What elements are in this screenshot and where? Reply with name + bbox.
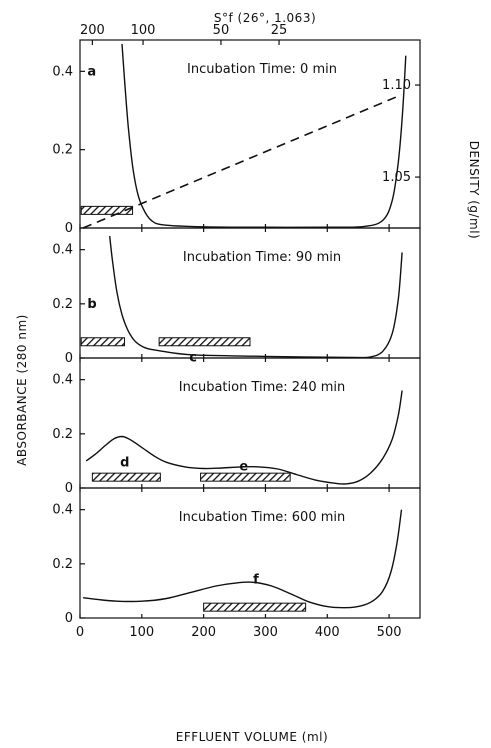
- x-tick-label: 100: [129, 625, 154, 640]
- y-tick-label: 0.2: [52, 557, 73, 572]
- peak-label: a: [87, 64, 96, 79]
- panel-1: 0 0.2 0.4 Incubation Time: 0 min a: [52, 39, 421, 236]
- peak-label: d: [120, 455, 129, 470]
- x-tick-label: 200: [191, 625, 216, 640]
- density-gradient-line: [82, 94, 402, 229]
- density-tick-label: 1.05: [382, 170, 411, 185]
- x-tick-label: 500: [377, 625, 402, 640]
- top-axis-title: S°f (26°, 1.063): [214, 11, 316, 25]
- plot-area: 0 0.2 0.4 Incubation Time: 0 min a 0 0.2 0.4 Inc…: [52, 23, 421, 640]
- panel-title: Incubation Time: 240 min: [179, 380, 346, 395]
- x-axis-title: EFFLUENT VOLUME (ml): [176, 730, 328, 744]
- y-tick-label: 0: [65, 351, 73, 366]
- y-tick-label: 0.4: [52, 243, 73, 258]
- y-tick-label: 0.2: [52, 297, 73, 312]
- fraction-bar: [203, 602, 307, 612]
- absorbance-curve: [109, 236, 403, 359]
- fraction-bar: [200, 472, 291, 482]
- panel-frame: [79, 357, 421, 489]
- y-tick-label: 0: [65, 221, 73, 236]
- y-tick-label: 0.4: [52, 64, 73, 79]
- panel-title: Incubation Time: 90 min: [183, 250, 341, 265]
- x-tick-label: 300: [253, 625, 278, 640]
- peak-label: b: [87, 297, 96, 312]
- panel-4: 0 0.2 0.4 Incubation Time: 600 min f: [52, 487, 421, 626]
- x-tick-label: 0: [76, 625, 84, 640]
- panel-3: 0 0.2 0.4 Incubation Time: 240 min d e: [52, 357, 421, 496]
- density-tick-label: 1.10: [382, 78, 411, 93]
- panel-frame: [79, 487, 421, 619]
- peak-label: f: [253, 573, 259, 588]
- fraction-bar: [91, 472, 161, 482]
- fraction-bar: [80, 205, 134, 215]
- top-tick-label: 25: [271, 23, 288, 38]
- fraction-bar: [158, 337, 251, 347]
- density-axis-title: DENSITY (g/ml): [467, 141, 481, 239]
- panel-title: Incubation Time: 600 min: [179, 510, 346, 525]
- panel-title: Incubation Time: 0 min: [187, 62, 337, 77]
- absorbance-curve: [85, 390, 403, 485]
- absorbance-curve: [121, 43, 407, 228]
- y-tick-label: 0: [65, 611, 73, 626]
- top-tick-label: 50: [213, 23, 230, 38]
- peak-label: e: [239, 460, 248, 475]
- y-tick-label: 0.2: [52, 143, 73, 158]
- top-tick-label: 100: [131, 23, 156, 38]
- x-tick-label: 400: [315, 625, 340, 640]
- y-tick-label: 0: [65, 481, 73, 496]
- absorbance-curve: [83, 509, 403, 609]
- y-tick-label: 0.2: [52, 427, 73, 442]
- y-tick-label: 0.4: [52, 373, 73, 388]
- fraction-bar: [80, 337, 126, 347]
- y-tick-label: 0.4: [52, 503, 73, 518]
- top-tick-label: 200: [80, 23, 105, 38]
- y-axis-title: ABSORBANCE (280 nm): [15, 314, 29, 466]
